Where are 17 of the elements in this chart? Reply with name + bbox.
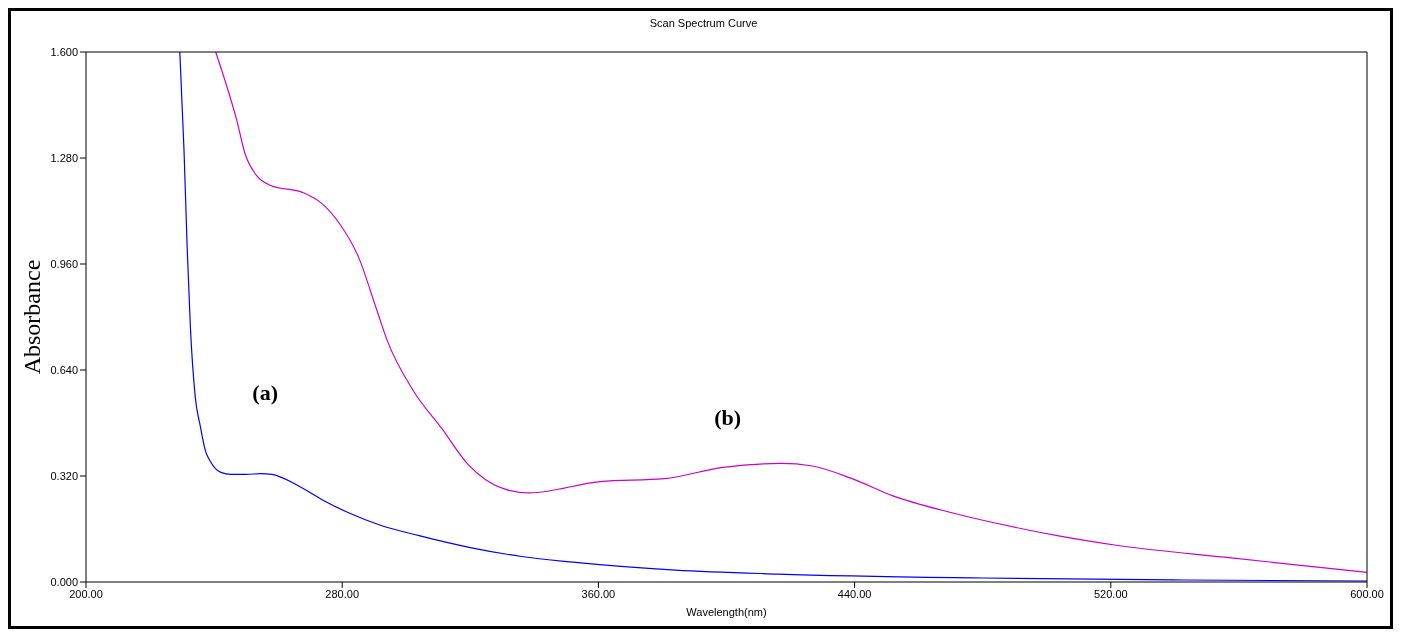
x-tick-label: 280.00	[325, 587, 360, 600]
y-tick-label: 1.280	[50, 151, 78, 164]
y-tick-label: 0.640	[50, 363, 78, 376]
annotation: (b)	[714, 404, 742, 431]
y-tick-label: 0.960	[50, 257, 78, 270]
x-tick-label: 520.00	[1093, 587, 1128, 600]
x-tick-label: 600.00	[1350, 587, 1384, 600]
annotation: (a)	[252, 380, 278, 406]
y-tick-label: 1.600	[50, 45, 78, 58]
y-axis-title: Absorbance	[18, 259, 45, 375]
x-axis-title: Wavelength(nm)	[686, 606, 767, 618]
x-tick-label: 200.00	[69, 587, 103, 600]
x-tick-label: 440.00	[837, 587, 872, 600]
x-tick-label: 360.00	[581, 587, 616, 600]
y-tick-label: 0.000	[50, 575, 78, 588]
chart-title: Scan Spectrum Curve	[648, 17, 759, 29]
y-tick-label: 0.320	[50, 469, 78, 482]
